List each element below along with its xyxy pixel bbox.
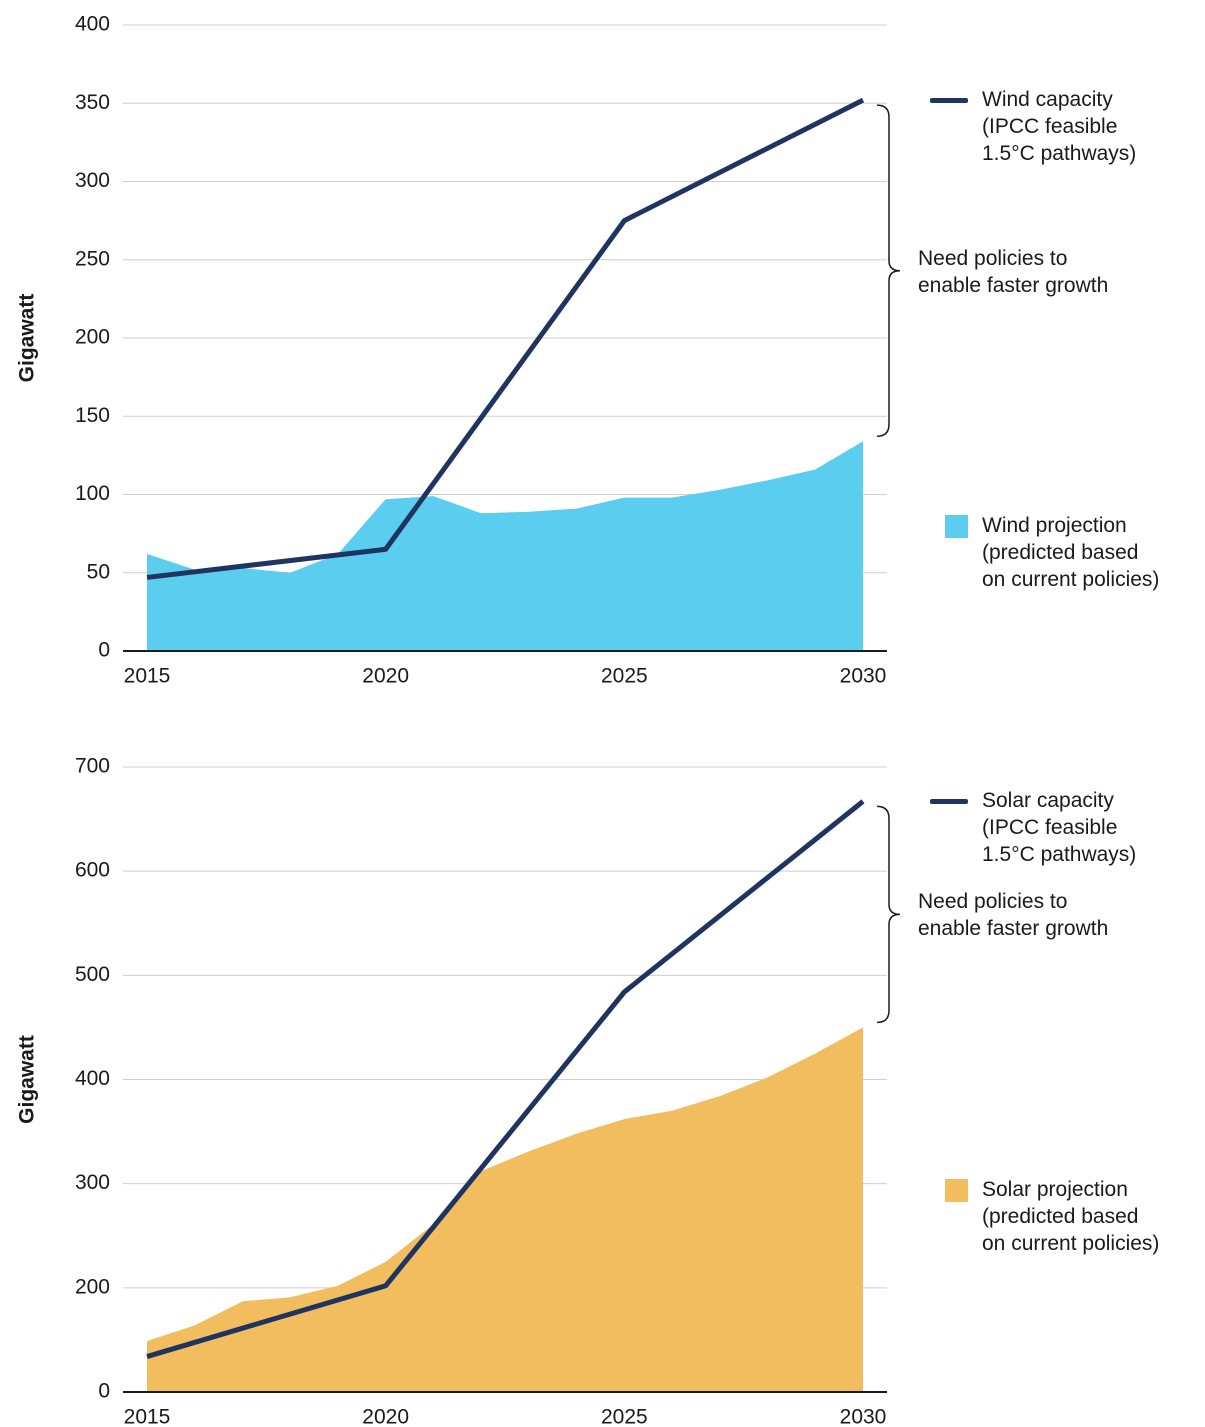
area [147, 441, 863, 651]
y-tick-label: 400 [75, 13, 110, 36]
y-tick-label: 100 [75, 482, 110, 505]
annotation: Need policies to enable faster growth [918, 890, 1109, 941]
y-tick-label: 350 [75, 91, 110, 114]
legend-swatch [945, 1178, 968, 1202]
x-tick-label: 2030 [840, 1406, 887, 1427]
x-tick-label: 2015 [124, 665, 171, 688]
legend-label: Wind projection (predicted based on curr… [982, 514, 1160, 592]
x-tick-label: 2020 [362, 665, 409, 688]
y-tick-label: 0 [98, 1380, 110, 1403]
y-tick-label: 300 [75, 169, 110, 192]
legend-swatch [930, 798, 968, 804]
y-tick-label: 150 [75, 404, 110, 427]
legend-label: Solar capacity (IPCC feasible 1.5°C path… [982, 789, 1137, 867]
brace [876, 104, 901, 438]
y-tick-label: 250 [75, 247, 110, 270]
legend-label: Wind capacity (IPCC feasible 1.5°C pathw… [982, 88, 1137, 166]
line [146, 799, 865, 1359]
y-tick-label: 200 [75, 326, 110, 349]
y-tick-label: 500 [75, 963, 110, 986]
brace [876, 805, 901, 1024]
y-tick-label: 600 [75, 859, 110, 882]
area [147, 1027, 863, 1392]
x-tick-label: 2025 [601, 1406, 648, 1427]
legend-label: Solar projection (predicted based on cur… [982, 1177, 1160, 1255]
y-tick-label: 200 [75, 1275, 110, 1298]
y-tick-label: 0 [98, 639, 110, 662]
legend-swatch [945, 515, 968, 539]
y-tick-label: 300 [75, 1171, 110, 1194]
x-tick-label: 2025 [601, 665, 648, 688]
y-tick-label: 50 [87, 560, 110, 583]
y-axis-label: Gigawatt [16, 294, 39, 383]
y-tick-label: 700 [75, 755, 110, 778]
legend-swatch [930, 97, 968, 103]
annotation: Need policies to enable faster growth [918, 246, 1109, 297]
x-tick-label: 2015 [124, 1406, 171, 1427]
x-tick-label: 2030 [840, 665, 887, 688]
line [146, 97, 865, 580]
x-tick-label: 2020 [362, 1406, 409, 1427]
y-tick-label: 400 [75, 1067, 110, 1090]
y-axis-label: Gigawatt [16, 1035, 39, 1124]
